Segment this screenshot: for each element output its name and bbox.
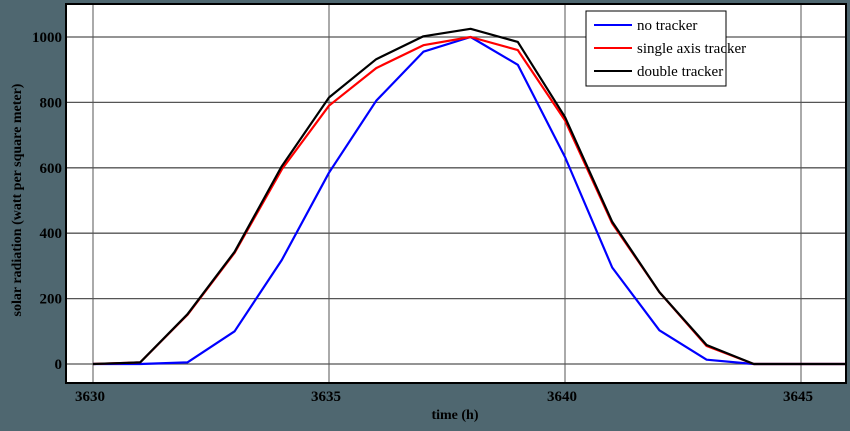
y-tick-label: 1000	[32, 30, 62, 46]
y-tick-label: 0	[55, 357, 63, 373]
y-axis-label: solar radiation (watt per square meter)	[10, 83, 25, 316]
plot-area	[66, 4, 846, 383]
y-tick-label: 600	[40, 161, 63, 177]
x-axis-label: time (h)	[431, 408, 478, 423]
series-double-tracker	[92, 27, 846, 366]
x-tick-label: 3630	[75, 389, 105, 405]
x-axis-ticks: 3630 3635 3640 3645	[75, 389, 813, 405]
plot-frame	[65, 3, 847, 384]
x-tick-label: 3635	[311, 389, 341, 405]
x-tick-label: 3640	[547, 389, 577, 405]
legend-item-single-axis-tracker: single axis tracker	[594, 41, 746, 57]
y-axis-ticks: 0 200 400 600 800 1000	[32, 30, 62, 373]
legend-item-no-tracker: no tracker	[594, 18, 697, 34]
legend-label: single axis tracker	[637, 41, 746, 57]
legend-label: no tracker	[637, 18, 697, 34]
legend-item-double-tracker: double tracker	[594, 64, 723, 80]
y-tick-label: 400	[40, 226, 63, 242]
series-lines	[92, 27, 846, 366]
legend: no tracker single axis tracker double tr…	[585, 10, 746, 87]
legend-label: double tracker	[637, 64, 723, 80]
x-tick-label: 3645	[783, 389, 813, 405]
y-tick-label: 800	[40, 95, 63, 111]
y-tick-label: 200	[40, 292, 63, 308]
